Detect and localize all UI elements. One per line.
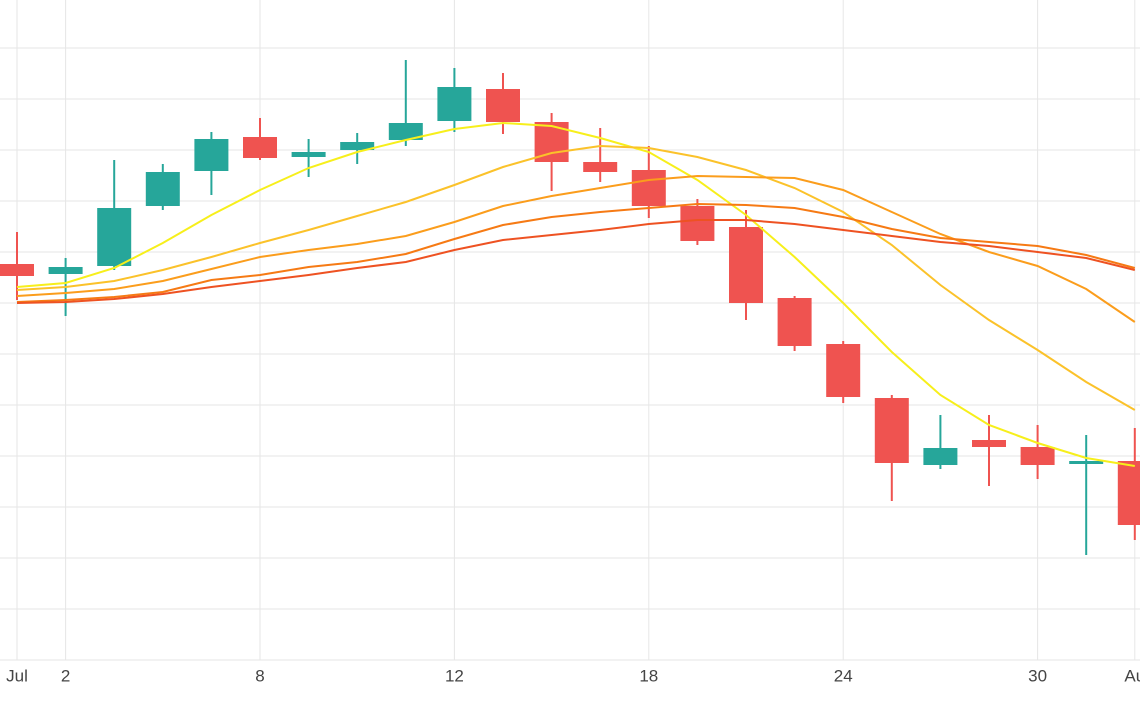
candle-body [826,344,861,397]
candle-body [874,398,909,463]
candle-body [486,89,520,122]
candle-body [437,87,472,121]
candle-body [631,170,666,206]
candle-body [777,298,812,346]
ma-line [16,202,1136,303]
candle-body [583,162,618,172]
x-tick-label: 18 [639,666,658,685]
x-tick-label: 12 [445,666,464,685]
candle-body [680,206,715,241]
candle-body [340,142,375,150]
x-tick-label: 2 [61,666,70,685]
candle-body [291,152,326,157]
candle-body [1020,447,1055,465]
ma-line [16,219,1136,304]
x-tick-label: 8 [255,666,264,685]
candle-body [0,264,34,276]
x-tick-label: Au [1124,666,1140,685]
candle-body [1069,461,1104,464]
x-tick-label: 30 [1028,666,1047,685]
ma-line [16,121,1135,467]
candle-body [194,139,229,171]
candle-body [923,448,958,465]
x-tick-label: 24 [834,666,853,685]
candle-body [972,440,1006,447]
ma-line [16,174,1136,323]
candle-body [145,172,180,206]
candle-body [729,227,763,303]
candle-body [1117,461,1140,525]
candle-body [48,267,83,274]
ma-line [16,144,1136,411]
candle-body [388,123,423,140]
x-tick-label: Jul [6,666,28,685]
candle-body [97,208,132,266]
candle-body [243,137,277,158]
